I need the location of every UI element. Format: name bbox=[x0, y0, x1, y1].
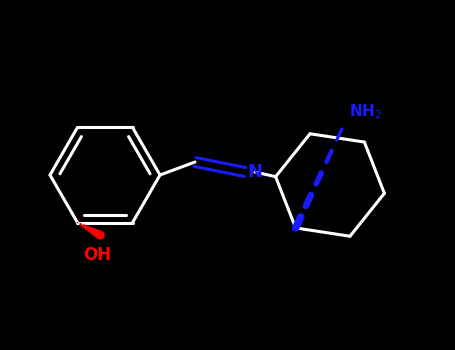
Text: N: N bbox=[247, 163, 262, 181]
Text: NH$_2$: NH$_2$ bbox=[349, 103, 382, 121]
Text: OH: OH bbox=[83, 246, 111, 264]
